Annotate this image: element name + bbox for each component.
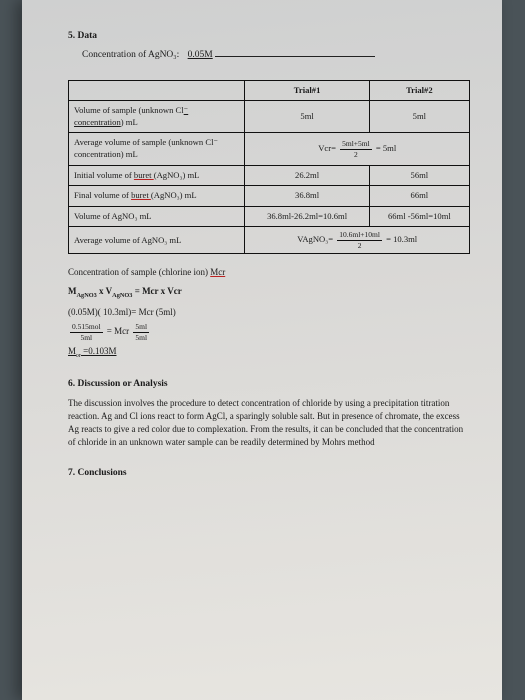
row-label: Average volume of AgNO₃ mL bbox=[69, 227, 245, 254]
cell-t2: 66ml bbox=[369, 186, 469, 207]
table-header-row: Trial#1 Trial#2 bbox=[69, 80, 470, 101]
calc-text: M bbox=[68, 346, 76, 356]
fraction: 0.515mol 5ml bbox=[70, 323, 103, 341]
discussion-body: The discussion involves the procedure to… bbox=[68, 397, 470, 449]
agno3-concentration-line: Concentration of AgNO₃: 0.05M bbox=[82, 49, 470, 62]
cell-merged: VAgNO₃= 10.6ml+10ml 2 = 10.3ml bbox=[245, 227, 470, 254]
fraction: 5ml 5ml bbox=[133, 323, 149, 341]
conclusions-section: 7. Conclusions bbox=[68, 467, 470, 480]
conc-blank-line bbox=[215, 56, 375, 57]
merged-suffix: = 5ml bbox=[376, 143, 396, 153]
row-label: Initial volume of buret (AgNO₃) mL bbox=[69, 165, 245, 186]
header-trial2: Trial#2 bbox=[369, 80, 469, 101]
calc-text: x V bbox=[97, 286, 112, 296]
table-row: Volume of sample (unknown Cl⁻ concentrat… bbox=[69, 101, 470, 133]
label-text: (AgNO₃) mL bbox=[151, 190, 197, 200]
merged-prefix: VAgNO₃= bbox=[297, 234, 333, 244]
calc-sub: AgNO3 bbox=[112, 292, 132, 299]
cell-t2: 66ml -56ml=10ml bbox=[369, 206, 469, 227]
cell-t2: 5ml bbox=[369, 101, 469, 133]
header-blank bbox=[69, 80, 245, 101]
section-conclusions-title: 7. Conclusions bbox=[68, 467, 470, 480]
frac-num: 10.6ml+10ml bbox=[337, 231, 382, 241]
row-label: Average volume of sample (unknown Cl⁻ co… bbox=[69, 133, 245, 165]
calculation-block: Concentration of sample (chlorine ion) M… bbox=[68, 264, 470, 364]
label-text: (AgNO₃) mL bbox=[154, 170, 200, 180]
section-discussion-title: 6. Discussion or Analysis bbox=[68, 378, 470, 391]
frac-den: 2 bbox=[340, 150, 372, 159]
frac-num: 5ml+5ml bbox=[340, 140, 372, 150]
row-label: Volume of AgNO₃ mL bbox=[69, 206, 245, 227]
label-text: Volume of sample (unknown Cl bbox=[74, 105, 184, 115]
cell-t1: 36.8ml bbox=[245, 186, 369, 207]
fraction: 10.6ml+10ml 2 bbox=[337, 231, 382, 249]
document-page: 5. Data Concentration of AgNO₃: 0.05M Tr… bbox=[22, 0, 502, 700]
discussion-section: 6. Discussion or Analysis The discussion… bbox=[68, 378, 470, 449]
label-text: Final volume of bbox=[74, 190, 131, 200]
calc-line-5: Mcr =0.103M bbox=[68, 343, 117, 362]
data-table: Trial#1 Trial#2 Volume of sample (unknow… bbox=[68, 80, 470, 255]
cell-merged: Vcr= 5ml+5ml 2 = 5ml bbox=[245, 133, 470, 165]
calc-line-2: MAgNO3 x VAgNO3 = Mcr x Vcr bbox=[68, 283, 470, 302]
cell-t1: 5ml bbox=[245, 101, 369, 133]
calc-red: Mcr bbox=[210, 267, 225, 277]
table-row: Volume of AgNO₃ mL 36.8ml-26.2ml=10.6ml … bbox=[69, 206, 470, 227]
fraction: 5ml+5ml 2 bbox=[340, 140, 372, 158]
section-data-title: 5. Data bbox=[68, 30, 470, 43]
label-red: buret bbox=[134, 170, 154, 180]
cell-t1: 36.8ml-26.2ml=10.6ml bbox=[245, 206, 369, 227]
row-label: Final volume of buret (AgNO₃) mL bbox=[69, 186, 245, 207]
label-text: Initial volume of bbox=[74, 170, 134, 180]
calc-text: M bbox=[68, 286, 77, 296]
calc-line-4: 0.515mol 5ml = Mcr 5ml 5ml bbox=[68, 323, 470, 341]
conc-label: Concentration of AgNO₃: bbox=[82, 50, 179, 60]
table-row: Average volume of sample (unknown Cl⁻ co… bbox=[69, 133, 470, 165]
cell-t2: 56ml bbox=[369, 165, 469, 186]
calc-sub: AgNO3 bbox=[77, 292, 97, 299]
table-row: Initial volume of buret (AgNO₃) mL 26.2m… bbox=[69, 165, 470, 186]
conc-value: 0.05M bbox=[188, 50, 213, 60]
table-row: Final volume of buret (AgNO₃) mL 36.8ml … bbox=[69, 186, 470, 207]
cell-t1: 26.2ml bbox=[245, 165, 369, 186]
calc-text: =0.103M bbox=[81, 346, 117, 356]
merged-prefix: Vcr= bbox=[318, 143, 336, 153]
calc-text: = Mcr x Vcr bbox=[132, 286, 181, 296]
frac-den: 5ml bbox=[70, 333, 103, 342]
calc-text: = Mcr bbox=[107, 326, 132, 336]
header-trial1: Trial#1 bbox=[245, 80, 369, 101]
merged-suffix: = 10.3ml bbox=[386, 234, 417, 244]
label-text: ) mL bbox=[121, 117, 138, 127]
frac-num: 5ml bbox=[133, 323, 149, 333]
frac-den: 5ml bbox=[133, 333, 149, 342]
table-row: Average volume of AgNO₃ mL VAgNO₃= 10.6m… bbox=[69, 227, 470, 254]
row-label: Volume of sample (unknown Cl⁻ concentrat… bbox=[69, 101, 245, 133]
calc-line-3: (0.05M)( 10.3ml)= Mcr (5ml) bbox=[68, 304, 470, 321]
frac-num: 0.515mol bbox=[70, 323, 103, 333]
calc-line-1: Concentration of sample (chlorine ion) M… bbox=[68, 264, 470, 281]
label-red: buret bbox=[131, 190, 151, 200]
frac-den: 2 bbox=[337, 241, 382, 250]
calc-text: Concentration of sample (chlorine ion) bbox=[68, 267, 210, 277]
